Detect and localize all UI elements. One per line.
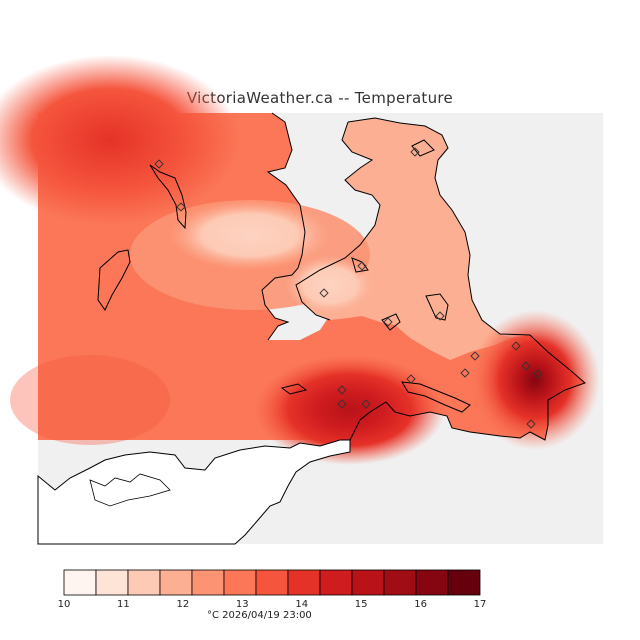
legend-tick-label: 14 <box>295 599 308 610</box>
legend-swatch <box>351 569 385 596</box>
diamond-icon <box>383 317 393 327</box>
diamond-icon <box>319 288 329 298</box>
diamond-icon <box>533 369 543 379</box>
legend-swatch <box>319 569 353 596</box>
legend-swatch <box>95 569 129 596</box>
legend-swatch <box>255 569 289 596</box>
diamond-icon <box>154 159 164 169</box>
legend-tick-label: 17 <box>474 599 487 610</box>
diamond-icon <box>357 261 367 271</box>
legend-tick-label: 16 <box>414 599 427 610</box>
diamond-icon <box>337 399 347 409</box>
legend-tick-label: 13 <box>236 599 249 610</box>
legend-swatch <box>447 569 481 596</box>
diamond-icon <box>526 419 536 429</box>
legend-swatch <box>191 569 225 596</box>
map-title: VictoriaWeather.ca -- Temperature <box>186 89 454 107</box>
diamond-icon <box>521 361 531 371</box>
legend-swatch <box>223 569 257 596</box>
diamond-icon <box>511 341 521 351</box>
diamond-icon <box>337 385 347 395</box>
legend-swatch <box>127 569 161 596</box>
diamond-icon <box>361 399 371 409</box>
mainland-landmass <box>37 439 351 545</box>
station-markers <box>154 147 543 429</box>
diamond-icon <box>460 368 470 378</box>
legend-tick-label: 12 <box>176 599 189 610</box>
legend-tick-label: 10 <box>58 599 71 610</box>
legend-swatch <box>159 569 193 596</box>
legend-swatch <box>415 569 449 596</box>
coastlines <box>97 112 586 441</box>
diamond-icon <box>406 374 416 384</box>
legend-tick-label: 15 <box>355 599 368 610</box>
diamond-icon <box>176 202 186 212</box>
temperature-map <box>0 55 603 545</box>
diamond-icon <box>470 351 480 361</box>
legend-swatch <box>383 569 417 596</box>
legend-tick-label: 11 <box>117 599 130 610</box>
mainland-coast-detail <box>89 473 171 507</box>
diamond-icon <box>410 147 420 157</box>
diamond-icon <box>435 311 445 321</box>
legend-swatch <box>63 569 97 596</box>
legend-swatch <box>287 569 321 596</box>
temperature-field <box>0 55 600 465</box>
legend-units-timestamp: °C 2026/04/19 23:00 <box>207 610 312 621</box>
